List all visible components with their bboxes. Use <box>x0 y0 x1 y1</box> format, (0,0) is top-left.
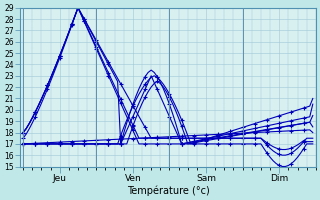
X-axis label: Température (°c): Température (°c) <box>127 185 209 196</box>
